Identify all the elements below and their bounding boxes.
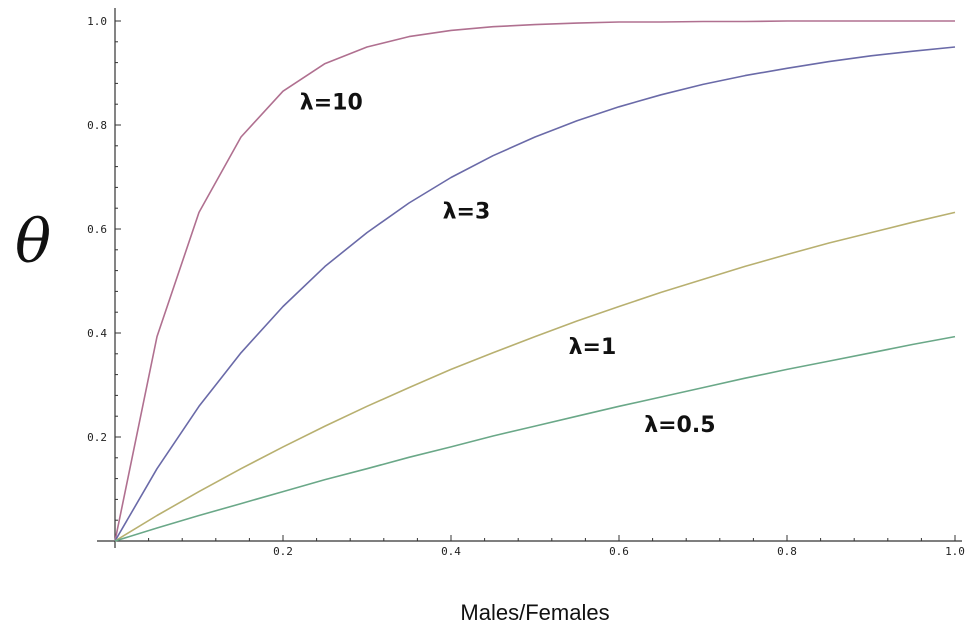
x-tick-label: 0.6 xyxy=(609,545,629,558)
series-line-1 xyxy=(114,46,956,542)
axes: 0.2 0.4 0.6 0.8 1.0 0.2 0.4 0.6 0.8 1.0 xyxy=(87,8,965,558)
series-group xyxy=(114,20,956,542)
series-line-2 xyxy=(114,211,956,542)
y-tick-label: 0.6 xyxy=(87,223,107,236)
x-tick-label: 0.8 xyxy=(777,545,797,558)
y-tick-label: 0.8 xyxy=(87,119,107,132)
x-axis-title: Males/Females xyxy=(460,600,609,625)
x-tick-label: 0.4 xyxy=(441,545,461,558)
series-labels: λ=10 λ=3 λ=1 λ=0.5 xyxy=(300,90,716,437)
y-tick-label: 1.0 xyxy=(87,15,107,28)
x-tick-label: 1.0 xyxy=(945,545,965,558)
series-annotation-1: λ=3 xyxy=(443,200,491,225)
x-tick-label: 0.2 xyxy=(273,545,293,558)
y-tick-label: 0.4 xyxy=(87,327,107,340)
series-annotation-3: λ=0.5 xyxy=(644,413,715,438)
series-line-3 xyxy=(114,335,956,542)
series-annotation-0: λ=10 xyxy=(300,90,363,115)
series-annotation-2: λ=1 xyxy=(569,335,617,360)
series-line-0 xyxy=(114,20,955,542)
y-axis-title: θ xyxy=(15,207,51,277)
y-tick-label: 0.2 xyxy=(87,431,107,444)
